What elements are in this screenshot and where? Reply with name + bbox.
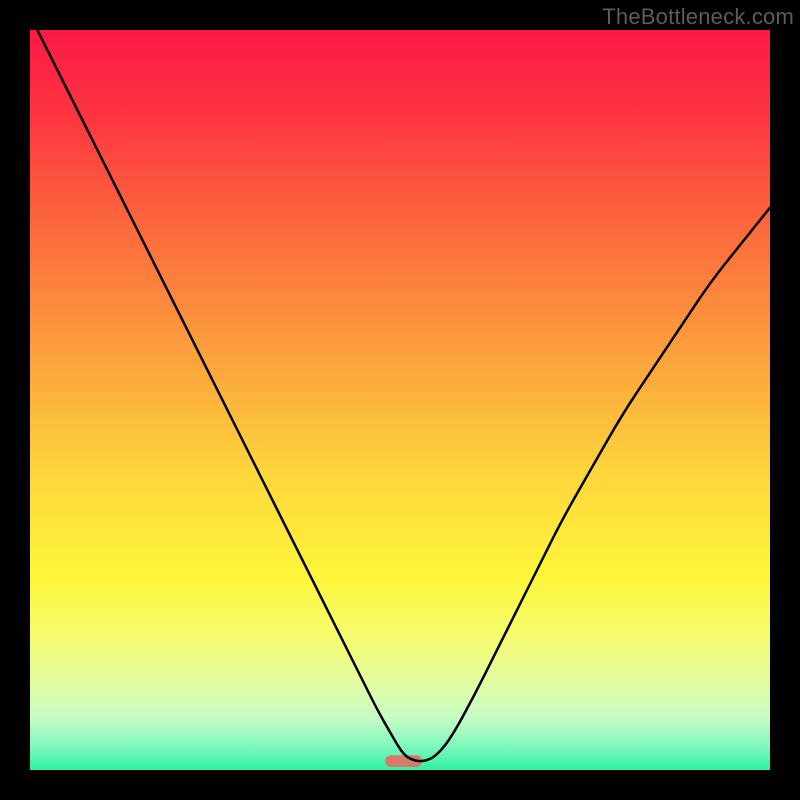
plot-area [30,30,770,770]
watermark-text: TheBottleneck.com [602,4,794,30]
gradient-background [30,30,770,770]
bottleneck-curve-chart [30,30,770,770]
chart-frame: TheBottleneck.com [0,0,800,800]
